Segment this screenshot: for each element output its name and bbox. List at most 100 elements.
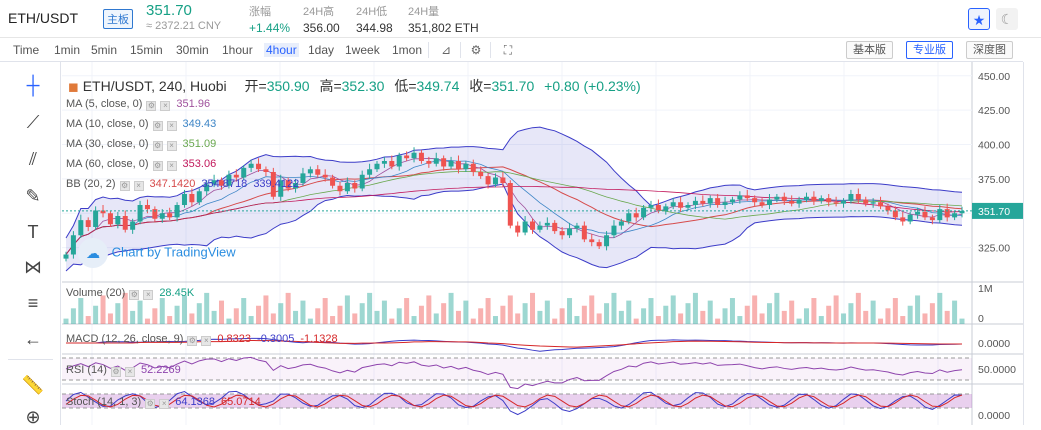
macd-legend[interactable]: MACD (12, 26, close, 9) ⚙ × 0.8323 -0.3005 -1…: [66, 333, 338, 346]
candle-body: [759, 202, 765, 205]
tf-time[interactable]: Time: [13, 43, 40, 57]
view-pro-button[interactable]: 专业版: [906, 41, 953, 59]
volume-bar: [167, 316, 173, 324]
candle-body: [715, 198, 721, 205]
volume-tick-label: 0: [978, 313, 984, 325]
right-widget-bar: [1023, 62, 1041, 425]
volume-bar: [774, 292, 780, 324]
volume-bar: [455, 310, 461, 324]
candle-body: [826, 198, 832, 203]
candle-body: [219, 180, 225, 186]
volume-bar: [433, 313, 439, 324]
measure-levels-icon[interactable]: ≡: [27, 293, 39, 313]
price-tick-label: 450.00: [978, 71, 1010, 83]
tf-5min[interactable]: 5min: [91, 43, 118, 57]
rsi-legend[interactable]: RSI (14) ⚙ × 52.2269: [66, 364, 181, 377]
brush-icon[interactable]: ✎: [25, 186, 41, 206]
candle-body: [352, 183, 358, 189]
tf-15min[interactable]: 15min: [130, 43, 163, 57]
candle-body: [544, 222, 550, 226]
volume-bar: [107, 313, 113, 324]
candle-body: [174, 205, 180, 218]
ma5-legend[interactable]: MA (5, close, 0) ⚙ × 351.96: [66, 98, 211, 111]
volume-bar: [715, 318, 721, 324]
settings-icon[interactable]: ⚙: [470, 43, 482, 57]
tf-1min[interactable]: 1min: [54, 43, 81, 57]
volume-bar: [204, 292, 210, 324]
candle-body: [618, 221, 624, 226]
candle-body: [752, 198, 758, 203]
ma30-legend[interactable]: MA (30, close, 0) ⚙ × 351.09: [66, 138, 217, 151]
close-label: 收: [469, 78, 484, 94]
fullscreen-icon[interactable]: ⛶: [503, 43, 513, 57]
pattern-icon[interactable]: ⋈: [24, 257, 42, 277]
volume-bar: [300, 300, 306, 324]
pitchfork-icon[interactable]: ⫽: [28, 149, 38, 169]
chart-svg[interactable]: 450.00425.00400.00375.00350.00325.00351.…: [62, 62, 1023, 425]
candle-body: [144, 205, 150, 210]
candle-body: [818, 198, 824, 201]
volume-bar: [330, 316, 336, 324]
candle-body: [707, 198, 713, 204]
macd-signal-line: [66, 339, 963, 348]
ma10-legend[interactable]: MA (10, close, 0) ⚙ × 349.43: [66, 118, 217, 131]
candle-body: [855, 194, 861, 200]
back-arrow-icon[interactable]: ←: [24, 329, 42, 349]
trend-line-icon[interactable]: ⟋: [26, 112, 40, 132]
chart-area[interactable]: 450.00425.00400.00375.00350.00325.00351.…: [62, 62, 1023, 425]
candle-body: [367, 169, 373, 175]
chart-type-icon[interactable]: ⊿: [440, 43, 452, 57]
candle-body: [633, 213, 639, 218]
volume-bar: [604, 303, 610, 324]
bb-legend[interactable]: BB (20, 2) ⚙ × 347.1420 354.8718 339.4122: [66, 178, 300, 191]
moon-icon[interactable]: ☾: [996, 8, 1018, 30]
tf-1day[interactable]: 1day: [308, 43, 335, 57]
toolbar-divider: [460, 42, 461, 58]
volume-bar: [581, 305, 587, 324]
candle-body: [470, 163, 476, 172]
view-depth-button[interactable]: 深度图: [966, 41, 1013, 59]
candle-body: [492, 177, 498, 185]
low-label: 低: [394, 78, 409, 94]
low-value: 349.74: [416, 78, 460, 94]
candle-body: [315, 169, 321, 175]
gear-icon: ⚙: [110, 367, 121, 377]
close-icon: ×: [166, 161, 177, 171]
pair-title[interactable]: ETH/USDT: [8, 10, 78, 26]
rsi-band: [62, 358, 972, 380]
candle-body: [181, 194, 187, 205]
zoom-in-icon[interactable]: ⊕: [25, 407, 41, 427]
candle-body: [478, 172, 484, 177]
stoch-legend[interactable]: Stoch (14, 1, 3) ⚙ × 64.1368 65.0714: [66, 396, 261, 409]
symbol-dot: ◼: [68, 79, 79, 94]
tf-1week[interactable]: 1week: [345, 43, 380, 57]
candle-body: [663, 206, 669, 211]
star-icon[interactable]: ★: [968, 8, 990, 30]
crosshair-icon[interactable]: ┼: [26, 75, 40, 95]
candle-body: [63, 254, 69, 259]
tf-30min[interactable]: 30min: [176, 43, 209, 57]
toolbar-divider: [428, 42, 429, 58]
volume-bar: [944, 310, 950, 324]
volume-legend[interactable]: Volume (20) ⚙ × 28.45K: [66, 287, 195, 300]
view-basic-button[interactable]: 基本版: [846, 41, 893, 59]
candle-body: [285, 180, 291, 189]
candle-body: [359, 174, 365, 189]
candle-body: [929, 217, 935, 221]
ma60-legend[interactable]: MA (60, close, 0) ⚙ × 353.06: [66, 158, 217, 171]
candle-body: [411, 152, 417, 159]
candle-body: [833, 202, 839, 204]
volume-bar: [700, 310, 706, 324]
volume-bar: [811, 298, 817, 324]
tf-4hour[interactable]: 4hour: [264, 43, 299, 57]
ruler-icon[interactable]: 📏: [21, 375, 45, 395]
volume-bar: [618, 310, 624, 324]
tf-1mon[interactable]: 1mon: [392, 43, 423, 57]
volume-bar: [137, 300, 143, 324]
text-tool-icon[interactable]: T: [27, 222, 39, 242]
tf-1hour[interactable]: 1hour: [222, 43, 253, 57]
candle-body: [204, 184, 210, 192]
last-price-tag: [972, 202, 1023, 219]
candle-body: [900, 217, 906, 222]
candle-body: [159, 213, 165, 219]
